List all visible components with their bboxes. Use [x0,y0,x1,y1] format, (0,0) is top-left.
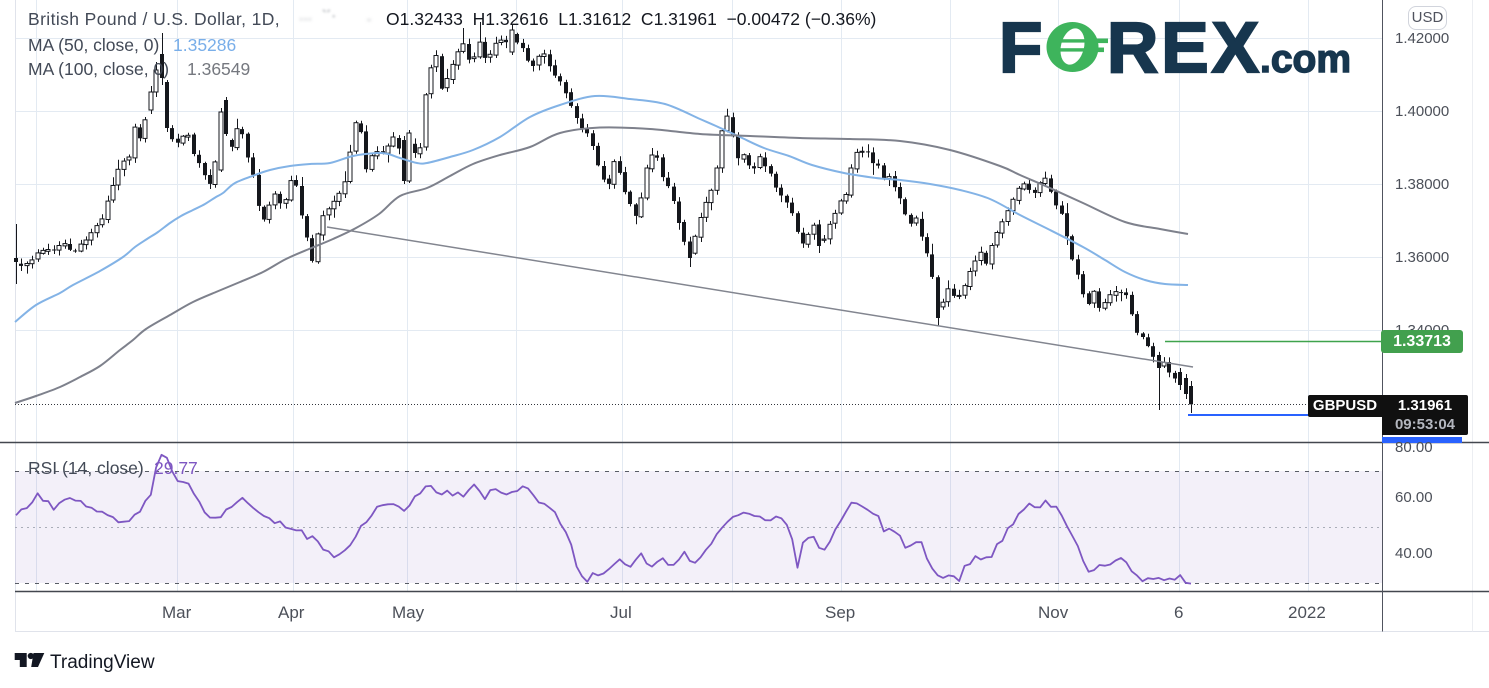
svg-text:.com: .com [1260,38,1351,76]
svg-text:REX: REX [1107,20,1262,76]
svg-text:F: F [999,20,1042,76]
